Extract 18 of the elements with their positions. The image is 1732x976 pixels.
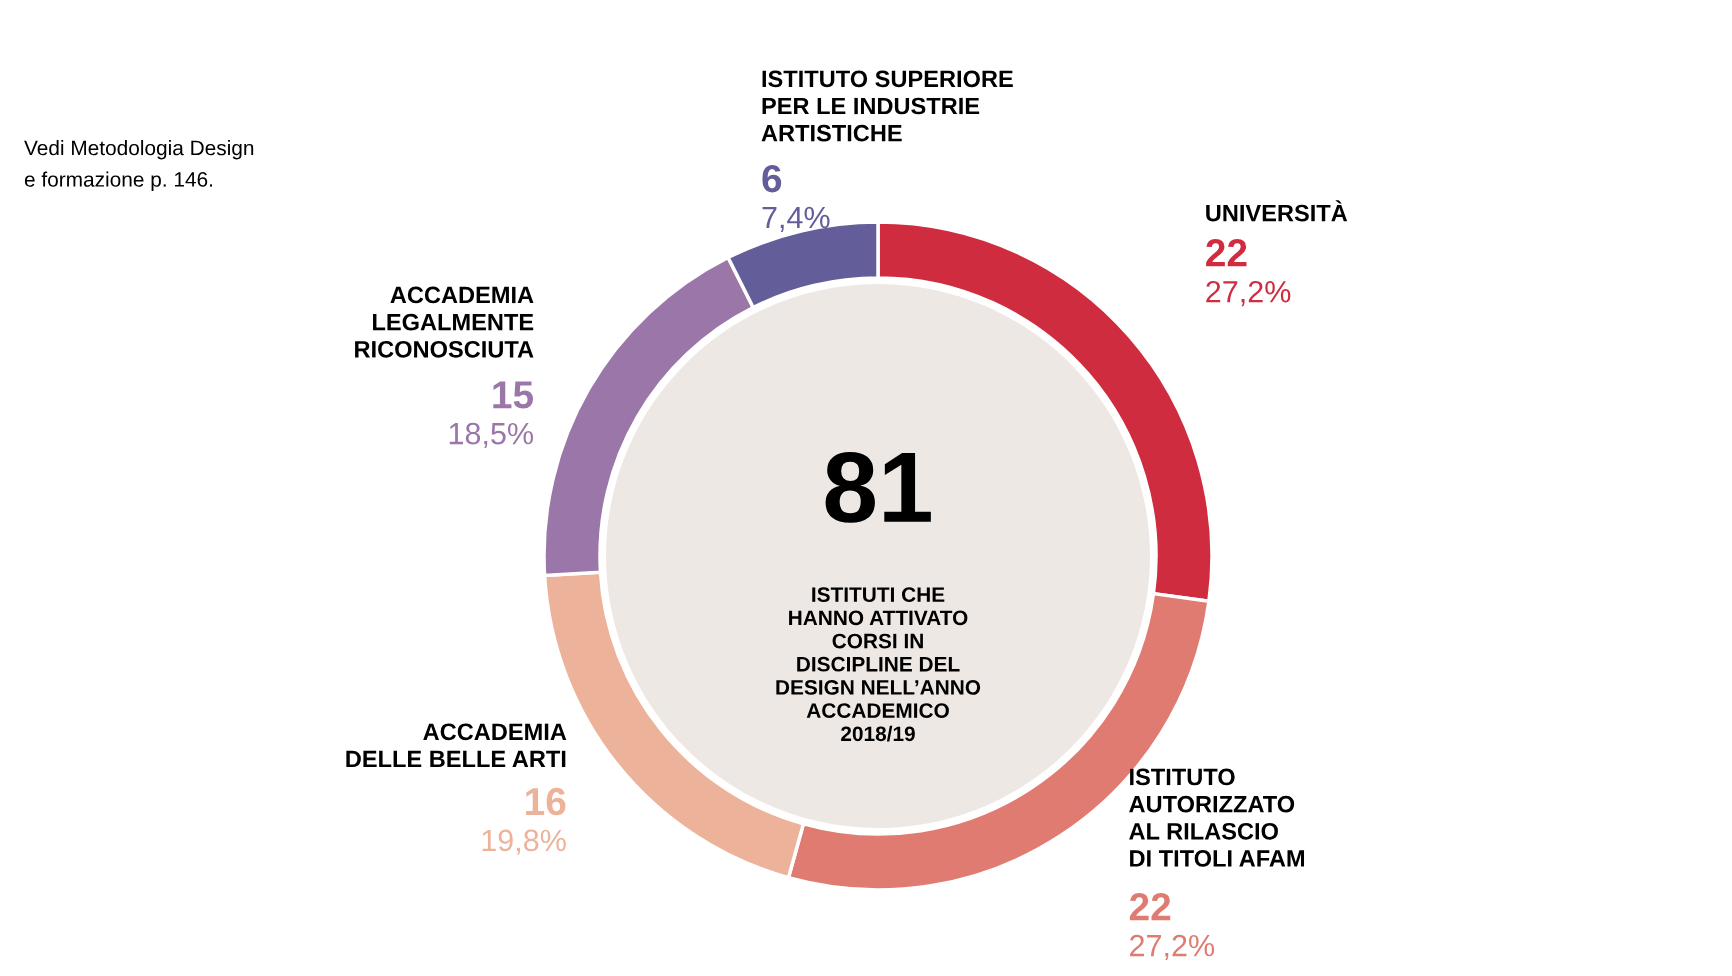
text: ISTITUTI CHE HANNO ATTIVATO CORSI IN DISCIPLINE DEL DESIGN NELL’ANNO ACCADEMICO 2018/19 xyxy=(776,587,981,742)
slice-label: ISTITUTO AUTORIZZATO AL RILASCIO DI TITOLI AFAM xyxy=(1129,768,1305,867)
data-label: 15 xyxy=(493,381,534,409)
slice-label: ACCADEMIA LEGALMENTE RICONOSCIUTA xyxy=(355,286,534,358)
text: 27,2% xyxy=(1130,934,1215,961)
text: 27,2% xyxy=(1206,280,1291,307)
data-label: 22 xyxy=(1206,239,1247,267)
text: Vedi Metodologia Design e formazione p. 146. xyxy=(24,140,254,191)
data-label: 6 xyxy=(762,164,782,193)
slice-label: ACCADEMIA DELLE BELLE ARTI xyxy=(346,723,567,768)
slice-label: UNIVERSITÀ xyxy=(1206,200,1348,222)
text: 18,5% xyxy=(449,422,534,449)
text: 19,8% xyxy=(482,829,566,855)
slice-label: ISTITUTO SUPERIORE PER LE INDUSTRIE ARTISTICHE xyxy=(761,70,1013,142)
text: 7,4% xyxy=(762,206,830,232)
data-label: 16 xyxy=(526,787,566,816)
data-label: 22 xyxy=(1129,893,1171,921)
text: 81 xyxy=(825,452,931,523)
